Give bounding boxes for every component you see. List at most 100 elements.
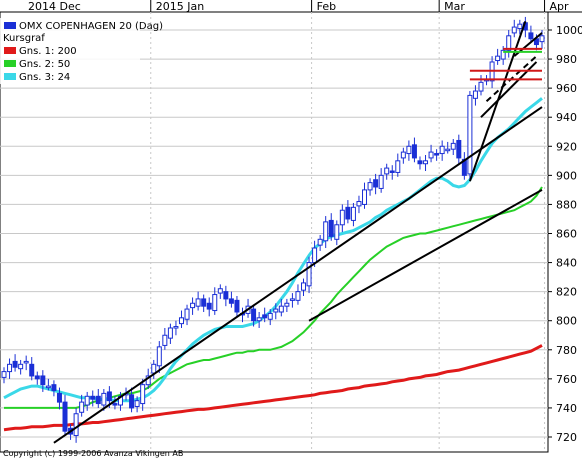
legend-swatch-ma200 xyxy=(4,47,16,54)
y-tick-label: 1000 xyxy=(556,24,582,37)
candle-body xyxy=(273,308,279,313)
legend-item-ma200: Gns. 1: 200 xyxy=(19,46,77,57)
candle-body xyxy=(40,375,46,386)
candle-body xyxy=(301,282,307,291)
y-tick-label: 940 xyxy=(556,111,577,124)
legend-swatch-price xyxy=(4,22,16,29)
candle-body xyxy=(129,394,135,409)
candle-body xyxy=(195,298,201,307)
candle-body xyxy=(112,403,118,406)
ma50-line xyxy=(4,186,543,409)
candle-body xyxy=(362,189,368,205)
candle-body xyxy=(267,312,273,320)
candle-body xyxy=(367,182,373,191)
candle-body xyxy=(317,238,323,246)
trendline-secondary xyxy=(308,189,543,322)
legend-item-ma50: Gns. 2: 50 xyxy=(19,59,70,70)
candle-body xyxy=(84,395,90,406)
candle-body xyxy=(378,174,384,189)
candle-body xyxy=(162,334,168,346)
legend-swatch-ma24 xyxy=(4,73,16,80)
candle-body xyxy=(423,160,429,165)
candle-body xyxy=(73,413,79,437)
candle-body xyxy=(356,201,362,207)
candle-body xyxy=(306,262,312,287)
candle-body xyxy=(434,153,440,156)
candle-body xyxy=(95,395,101,405)
x-month-label: Mar xyxy=(444,0,465,13)
candle-body xyxy=(350,206,356,221)
candle-body xyxy=(184,308,190,320)
trendline-main xyxy=(53,106,543,444)
candle-body xyxy=(478,81,484,92)
y-tick-label: 820 xyxy=(556,286,577,299)
candle-body xyxy=(90,395,96,400)
candle-body xyxy=(395,160,401,173)
candle-body xyxy=(417,160,423,165)
y-tick-label: 980 xyxy=(556,53,577,66)
candle-body xyxy=(134,400,140,407)
candle-body xyxy=(323,221,329,242)
copyright-text: Copyright (c) 1999-2006 Avanza Vikingen … xyxy=(3,449,183,458)
candle-body xyxy=(456,139,462,159)
candle-body xyxy=(472,90,478,99)
y-tick-label: 760 xyxy=(556,373,577,386)
candle-body xyxy=(495,55,501,62)
candle-body xyxy=(7,363,13,373)
candle-body xyxy=(389,170,395,173)
candle-body xyxy=(450,142,456,150)
legend-layer: OMX COPENHAGEN 20 (Dag) Kursgraf Gns. 1:… xyxy=(0,18,163,84)
y-tick-label: 800 xyxy=(556,315,577,328)
candle-body xyxy=(23,360,29,364)
candle-body xyxy=(56,392,62,403)
candle-body xyxy=(173,326,179,329)
candle-body xyxy=(206,302,212,310)
legend-item-ma24: Gns. 3: 24 xyxy=(19,72,70,83)
y-tick-label: 900 xyxy=(556,169,577,182)
candle-body xyxy=(62,401,68,432)
candle-body xyxy=(439,145,445,155)
candle-body xyxy=(406,145,412,155)
candles-layer xyxy=(1,16,545,443)
candle-body xyxy=(295,291,301,301)
candle-body xyxy=(467,94,473,175)
candle-body xyxy=(12,360,18,368)
y-tick-label: 920 xyxy=(556,140,577,153)
ma200-line xyxy=(3,344,543,432)
candle-body xyxy=(101,392,107,406)
legend-title: OMX COPENHAGEN 20 (Dag) xyxy=(19,21,163,32)
y-tick-label: 960 xyxy=(556,82,577,95)
candle-body xyxy=(178,317,184,325)
candle-body xyxy=(528,32,534,40)
candle-body xyxy=(29,363,35,377)
candle-body xyxy=(445,148,451,152)
candle-body xyxy=(500,49,506,60)
candle-body xyxy=(51,384,57,391)
y-tick-label: 780 xyxy=(556,344,577,357)
candle-body xyxy=(312,247,318,264)
candle-body xyxy=(539,35,545,43)
candle-body xyxy=(284,302,290,307)
candle-body xyxy=(373,179,379,188)
y-tick-label: 840 xyxy=(556,257,577,270)
candle-body xyxy=(262,314,268,319)
y-tick-label: 720 xyxy=(556,431,577,444)
candle-body xyxy=(212,294,218,312)
candle-body xyxy=(506,35,512,51)
legend-swatch-ma50 xyxy=(4,60,16,67)
candle-body xyxy=(289,298,295,301)
x-month-label: Apr xyxy=(550,0,570,13)
candle-body xyxy=(151,363,157,374)
legend-subtitle: Kursgraf xyxy=(3,33,45,44)
candle-body xyxy=(339,209,345,226)
candle-body xyxy=(511,26,517,34)
candle-body xyxy=(140,384,146,405)
candle-body xyxy=(278,305,284,313)
legend-background xyxy=(0,18,140,84)
candle-body xyxy=(201,298,207,307)
candle-body xyxy=(251,308,257,322)
candle-body xyxy=(106,391,112,402)
x-month-label: 2014 Dec xyxy=(28,0,81,13)
